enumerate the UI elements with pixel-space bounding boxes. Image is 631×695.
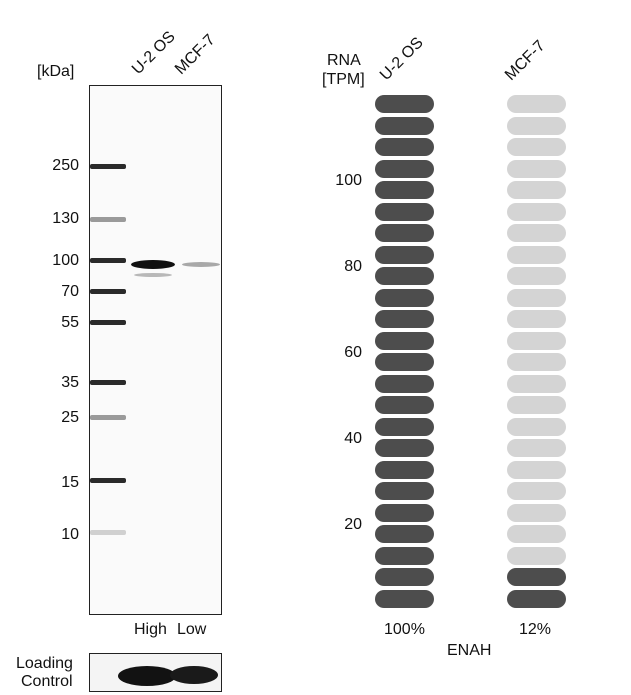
ladder-band-100 bbox=[90, 258, 126, 263]
ladder-band-130 bbox=[90, 217, 126, 222]
rna-label-line1: RNA bbox=[327, 52, 361, 69]
ladder-band-10 bbox=[90, 530, 126, 535]
rna-pill-u2os-12 bbox=[375, 353, 434, 371]
rna-pill-u2os-14 bbox=[375, 310, 434, 328]
rna-pill-mcf7-17 bbox=[507, 245, 566, 264]
rna-pill-mcf7-4 bbox=[507, 525, 566, 543]
rna-pill-u2os-21 bbox=[375, 159, 434, 178]
rna-pill-mcf7-2 bbox=[507, 568, 566, 586]
rna-pill-mcf7-15 bbox=[507, 288, 566, 307]
lane-label-u2os: U-2 OS bbox=[128, 28, 179, 78]
marker-label-35: 35 bbox=[61, 374, 79, 391]
marker-label-100: 100 bbox=[52, 252, 79, 269]
rna-axis-tick-40: 40 bbox=[344, 430, 362, 447]
rna-pill-u2os-22 bbox=[375, 138, 434, 156]
rna-pill-u2os-9 bbox=[375, 417, 434, 436]
ladder-band-55 bbox=[90, 320, 126, 325]
rna-pill-u2os-2 bbox=[375, 568, 434, 586]
rna-axis-tick-60: 60 bbox=[344, 344, 362, 361]
rna-pill-u2os-10 bbox=[375, 396, 434, 414]
marker-label-15: 15 bbox=[61, 474, 79, 491]
loading-control-band-u2os bbox=[118, 666, 176, 686]
rna-pill-mcf7-14 bbox=[507, 310, 566, 328]
rna-axis-tick-100: 100 bbox=[335, 172, 362, 189]
marker-label-25: 25 bbox=[61, 409, 79, 426]
rna-pill-u2os-4 bbox=[375, 525, 434, 543]
ladder-band-15 bbox=[90, 478, 126, 483]
rna-pill-u2os-8 bbox=[375, 439, 434, 457]
rna-pill-u2os-1 bbox=[375, 589, 434, 608]
rna-pill-mcf7-12 bbox=[507, 353, 566, 371]
rna-pill-u2os-18 bbox=[375, 224, 434, 242]
rna-pill-mcf7-16 bbox=[507, 267, 566, 285]
rna-pill-mcf7-10 bbox=[507, 396, 566, 414]
rna-pill-mcf7-1 bbox=[507, 589, 566, 608]
ladder-band-25 bbox=[90, 415, 126, 420]
rna-label-line2: [TPM] bbox=[322, 71, 365, 88]
rna-pill-mcf7-6 bbox=[507, 482, 566, 500]
rna-pill-u2os-3 bbox=[375, 546, 434, 565]
rna-pill-mcf7-22 bbox=[507, 138, 566, 156]
ladder-band-250 bbox=[90, 164, 126, 169]
western-blot-image bbox=[89, 85, 222, 615]
rna-pill-u2os-20 bbox=[375, 181, 434, 199]
loading-control-band-mcf7 bbox=[170, 666, 218, 684]
ladder-band-35 bbox=[90, 380, 126, 385]
rna-pill-u2os-19 bbox=[375, 202, 434, 221]
rna-pill-mcf7-7 bbox=[507, 460, 566, 479]
marker-label-55: 55 bbox=[61, 314, 79, 331]
rna-pill-u2os-7 bbox=[375, 460, 434, 479]
rna-pill-u2os-6 bbox=[375, 482, 434, 500]
sample-band-mcf7 bbox=[182, 262, 220, 267]
rna-pill-mcf7-20 bbox=[507, 181, 566, 199]
rna-pill-mcf7-23 bbox=[507, 116, 566, 135]
loading-control-label-line2: Control bbox=[21, 673, 73, 690]
rna-pill-mcf7-11 bbox=[507, 374, 566, 393]
marker-label-130: 130 bbox=[52, 210, 79, 227]
rna-pill-mcf7-24 bbox=[507, 95, 566, 113]
rna-pill-u2os-23 bbox=[375, 116, 434, 135]
marker-label-70: 70 bbox=[61, 283, 79, 300]
rna-column-mcf7 bbox=[507, 0, 567, 610]
rna-pill-u2os-17 bbox=[375, 245, 434, 264]
rna-pill-mcf7-3 bbox=[507, 546, 566, 565]
rna-pill-u2os-16 bbox=[375, 267, 434, 285]
rna-pill-mcf7-18 bbox=[507, 224, 566, 242]
rna-column-u2os bbox=[375, 0, 435, 610]
lane-label-mcf7: MCF-7 bbox=[171, 31, 219, 78]
loading-control-blot bbox=[89, 653, 222, 692]
rna-pill-mcf7-21 bbox=[507, 159, 566, 178]
sample-band-u2os bbox=[131, 260, 175, 269]
sample-band-u2os-lower bbox=[134, 273, 172, 277]
rna-percent-u2os: 100% bbox=[384, 621, 425, 638]
rna-axis-tick-80: 80 bbox=[344, 258, 362, 275]
rna-pill-u2os-15 bbox=[375, 288, 434, 307]
rna-pill-mcf7-8 bbox=[507, 439, 566, 457]
rna-pill-mcf7-9 bbox=[507, 417, 566, 436]
rna-pill-mcf7-5 bbox=[507, 503, 566, 522]
rna-pill-mcf7-13 bbox=[507, 331, 566, 350]
ladder-band-70 bbox=[90, 289, 126, 294]
rna-pill-u2os-11 bbox=[375, 374, 434, 393]
rna-pill-u2os-24 bbox=[375, 95, 434, 113]
rna-percent-mcf7: 12% bbox=[519, 621, 552, 638]
kda-unit-label: [kDa] bbox=[37, 63, 75, 80]
loading-control-label-line1: Loading bbox=[16, 655, 73, 672]
marker-label-250: 250 bbox=[52, 157, 79, 174]
gene-name: ENAH bbox=[447, 642, 492, 659]
rna-pill-u2os-13 bbox=[375, 331, 434, 350]
lane-expression-high: High bbox=[134, 621, 167, 638]
lane-expression-low: Low bbox=[177, 621, 207, 638]
rna-pill-u2os-5 bbox=[375, 503, 434, 522]
rna-pill-mcf7-19 bbox=[507, 202, 566, 221]
marker-label-10: 10 bbox=[61, 526, 79, 543]
rna-axis-tick-20: 20 bbox=[344, 516, 362, 533]
